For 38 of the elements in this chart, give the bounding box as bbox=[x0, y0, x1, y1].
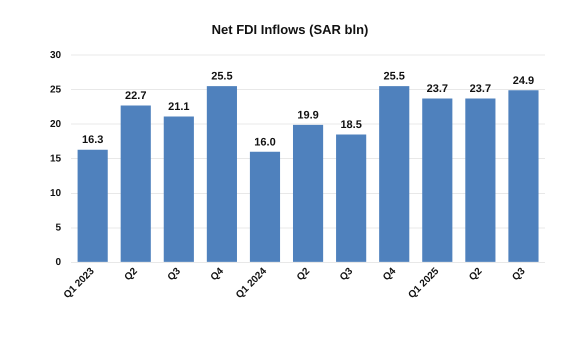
y-tick-label: 30 bbox=[50, 50, 62, 61]
data-label: 22.7 bbox=[125, 90, 146, 102]
chart-title: Net FDI Inflows (SAR bln) bbox=[210, 22, 370, 37]
x-tick-label: Q3 bbox=[510, 266, 528, 284]
bar bbox=[292, 124, 324, 262]
x-tick-label: Q2 bbox=[122, 266, 140, 284]
bar bbox=[422, 98, 452, 262]
y-tick-label: 20 bbox=[50, 118, 62, 130]
data-label: 19.9 bbox=[297, 109, 319, 122]
bar bbox=[508, 90, 539, 262]
bar bbox=[164, 116, 194, 262]
x-tick-label: Q3 bbox=[166, 266, 184, 284]
y-tick-label: 15 bbox=[50, 153, 62, 164]
y-tick-label: 10 bbox=[50, 188, 62, 200]
x-tick-label: Q2 bbox=[467, 266, 485, 284]
data-label: 24.9 bbox=[512, 74, 534, 87]
bar bbox=[379, 86, 410, 262]
x-tick-label: Q2 bbox=[294, 266, 312, 284]
y-tick-label: 25 bbox=[50, 84, 62, 96]
x-tick-label: Q4 bbox=[381, 266, 399, 284]
data-label: 16.3 bbox=[82, 134, 104, 146]
bar bbox=[206, 86, 237, 262]
data-label: 25.5 bbox=[211, 70, 233, 83]
data-label: 16.0 bbox=[254, 136, 276, 148]
y-tick-label: 5 bbox=[56, 222, 62, 234]
bar bbox=[465, 98, 496, 262]
data-label: 23.7 bbox=[426, 83, 448, 96]
bar bbox=[78, 150, 108, 262]
bar bbox=[336, 134, 366, 262]
bar bbox=[250, 152, 280, 262]
bar bbox=[120, 105, 151, 262]
x-tick-label: Q3 bbox=[338, 266, 356, 284]
y-tick-label: 0 bbox=[56, 257, 62, 268]
data-label: 23.7 bbox=[470, 83, 492, 96]
data-label: 25.5 bbox=[384, 70, 405, 83]
data-label: 21.1 bbox=[168, 101, 190, 114]
x-tick-label: Q4 bbox=[208, 266, 226, 284]
data-label: 18.5 bbox=[340, 119, 362, 132]
